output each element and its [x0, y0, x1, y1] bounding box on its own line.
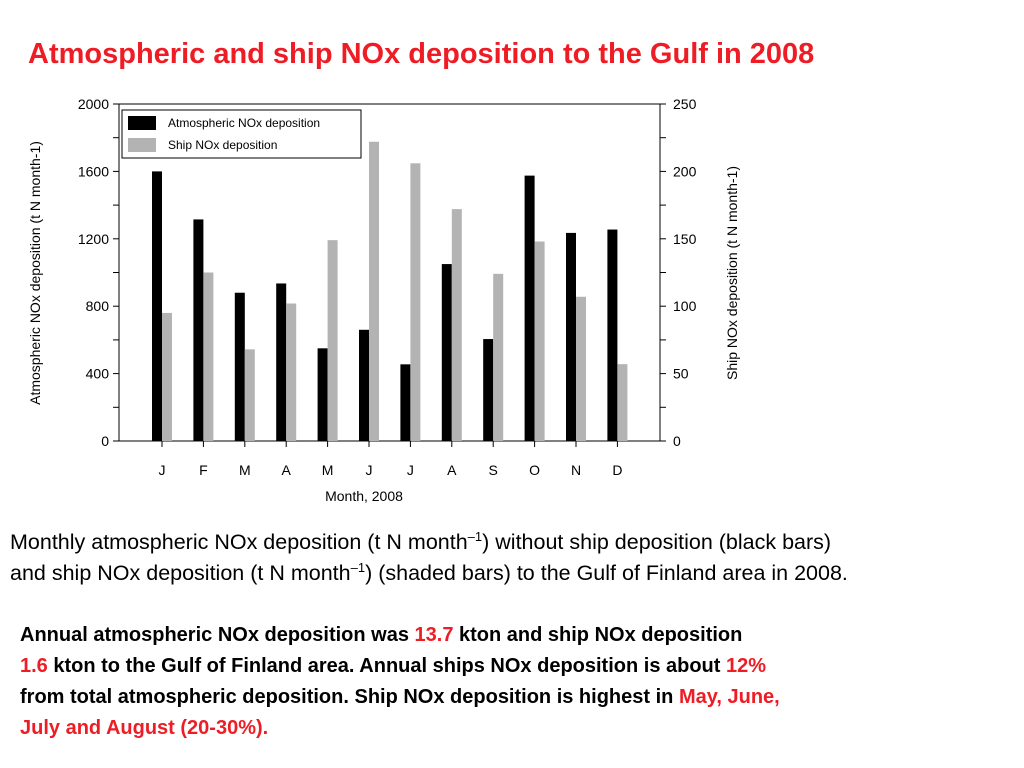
figure-caption: Monthly atmospheric NOx deposition (t N … — [10, 527, 1020, 589]
legend-box — [121, 109, 362, 159]
right-axis-ticks: 0 50 100 150 200 250 — [660, 96, 697, 449]
summary-highlight: 12% — [726, 655, 767, 677]
left-tick-label: 400 — [86, 366, 110, 382]
ship-bar — [327, 240, 338, 441]
summary-paragraph: Annual atmospheric NOx deposition was 13… — [20, 620, 1020, 744]
ship-bar — [369, 141, 379, 441]
summary-text: kton to the Gulf of Finland area. Annual… — [47, 655, 726, 677]
legend-swatch-ship — [128, 138, 156, 152]
legend-label-ship: Ship NOx deposition — [168, 138, 277, 152]
summary-highlight: 1.6 — [20, 655, 48, 677]
right-axis-label: Ship NOx deposition (t N month-1) — [724, 166, 740, 380]
left-axis-label: Atmospheric NOx deposition (t N month-1) — [27, 141, 43, 405]
ship-bar — [534, 241, 545, 441]
ship-bar — [203, 272, 214, 441]
legend-label-atmospheric: Atmospheric NOx deposition — [168, 116, 320, 130]
ship-bar — [493, 273, 504, 441]
caption-superscript: –1 — [350, 559, 366, 575]
x-tick-label: A — [447, 462, 457, 478]
atmospheric-bar — [566, 232, 576, 441]
left-tick-label: 2000 — [78, 96, 109, 112]
atmospheric-bars — [152, 171, 618, 442]
atmospheric-bar — [524, 175, 535, 442]
ship-bar — [617, 364, 628, 441]
right-tick-label: 50 — [673, 366, 689, 382]
left-tick-label: 0 — [101, 433, 109, 449]
right-tick-label: 250 — [673, 96, 697, 112]
summary-text: kton and ship NOx deposition — [453, 624, 743, 646]
left-axis-ticks: 0 400 800 1200 1600 2000 — [78, 96, 119, 449]
atmospheric-bar — [441, 264, 452, 441]
summary-highlight: 13.7 — [414, 624, 454, 646]
left-tick-label: 800 — [86, 298, 110, 314]
deposition-bar-chart: 0 400 800 1200 1600 2000 0 50 100 150 200 250 J F M A… — [27, 96, 740, 504]
x-tick-label: J — [407, 462, 414, 478]
atmospheric-bar — [317, 348, 328, 441]
summary-highlight: May, June, — [678, 686, 780, 708]
slide-title: Atmospheric and ship NOx deposition to t… — [28, 38, 815, 70]
ship-bar — [286, 303, 297, 441]
x-tick-label: S — [489, 462, 498, 478]
legend-swatch-atmospheric — [128, 116, 156, 130]
x-tick-label: J — [159, 462, 166, 478]
summary-text: from total atmospheric deposition. Ship … — [20, 686, 679, 708]
caption-superscript: –1 — [467, 528, 483, 544]
x-tick-label: J — [366, 462, 373, 478]
x-tick-label: N — [571, 462, 581, 478]
ship-bar — [410, 163, 421, 441]
right-tick-label: 200 — [673, 163, 697, 179]
x-tick-label: A — [282, 462, 292, 478]
x-tick-label: O — [529, 462, 540, 478]
atmospheric-bar — [483, 339, 494, 441]
atmospheric-bar — [276, 283, 287, 441]
atmospheric-bar — [193, 219, 204, 441]
x-tick-label: F — [199, 462, 208, 478]
x-tick-label: M — [239, 462, 251, 478]
right-tick-label: 150 — [673, 231, 697, 247]
atmospheric-bar — [607, 229, 618, 441]
summary-text: Annual atmospheric NOx deposition was — [20, 624, 415, 646]
ship-bar — [451, 209, 462, 441]
x-tick-label: D — [612, 462, 622, 478]
atmospheric-bar — [234, 292, 245, 441]
atmospheric-bar — [400, 364, 411, 441]
x-axis-label: Month, 2008 — [325, 488, 403, 504]
ship-bar — [162, 312, 172, 441]
caption-text: ) (shaded bars) to the Gulf of Finland a… — [365, 561, 848, 585]
atmospheric-bar — [359, 329, 369, 441]
ship-bars — [162, 141, 628, 441]
caption-text: Monthly atmospheric NOx deposition (t N … — [10, 530, 468, 554]
left-tick-label: 1200 — [78, 231, 109, 247]
left-tick-label: 1600 — [78, 163, 109, 179]
caption-text: and ship NOx deposition (t N month — [10, 561, 351, 585]
summary-highlight: July and August (20-30%). — [20, 717, 269, 739]
atmospheric-bar — [152, 171, 162, 441]
legend: Atmospheric NOx deposition Ship NOx depos… — [121, 109, 362, 159]
x-tick-label: M — [322, 462, 334, 478]
caption-text: ) without ship deposition (black bars) — [482, 530, 832, 554]
ship-bar — [576, 296, 586, 441]
ship-bar — [244, 349, 255, 441]
right-tick-label: 0 — [673, 433, 681, 449]
right-tick-label: 100 — [673, 298, 697, 314]
